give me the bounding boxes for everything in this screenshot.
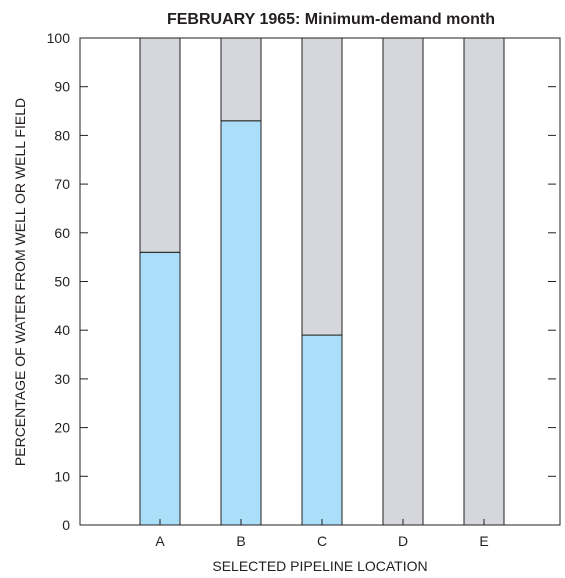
y-tick-label: 60 — [54, 225, 70, 241]
y-axis-tick-labels: 0 10 20 30 40 50 60 70 80 90 100 — [47, 30, 71, 533]
bar-segment — [139, 251, 181, 526]
x-tick-label: A — [155, 533, 165, 549]
y-tick-label: 0 — [62, 517, 70, 533]
y-axis-label: PERCENTAGE OF WATER FROM WELL OR WELL FI… — [12, 98, 28, 466]
bar-segment — [382, 37, 424, 526]
y-tick-label: 30 — [54, 371, 70, 387]
x-tick-label: C — [317, 533, 327, 549]
right-axis-ticks — [548, 86, 556, 477]
y-tick-label: 50 — [54, 274, 70, 290]
y-tick-label: 70 — [54, 176, 70, 192]
bar-segment — [301, 334, 343, 526]
x-tick-label: B — [236, 533, 245, 549]
x-tick-label: D — [398, 533, 408, 549]
chart-title: FEBRUARY 1965: Minimum-demand month — [167, 11, 495, 28]
y-tick-label: 80 — [54, 127, 70, 143]
y-tick-label: 20 — [54, 420, 70, 436]
y-tick-label: 100 — [47, 30, 71, 46]
bars — [139, 37, 505, 526]
x-axis-tick-labels: A B C D E — [155, 519, 489, 549]
bar-segment — [220, 120, 262, 526]
bar-segment — [220, 37, 262, 122]
bar-segment — [463, 37, 505, 526]
bar-segment — [301, 37, 343, 336]
x-tick-label: E — [479, 533, 488, 549]
y-tick-label: 40 — [54, 322, 70, 338]
y-tick-label: 90 — [54, 79, 70, 95]
y-tick-label: 10 — [54, 468, 70, 484]
y-axis-ticks — [80, 37, 88, 526]
x-axis-label: SELECTED PIPELINE LOCATION — [212, 558, 427, 574]
bar-segment — [139, 37, 181, 253]
